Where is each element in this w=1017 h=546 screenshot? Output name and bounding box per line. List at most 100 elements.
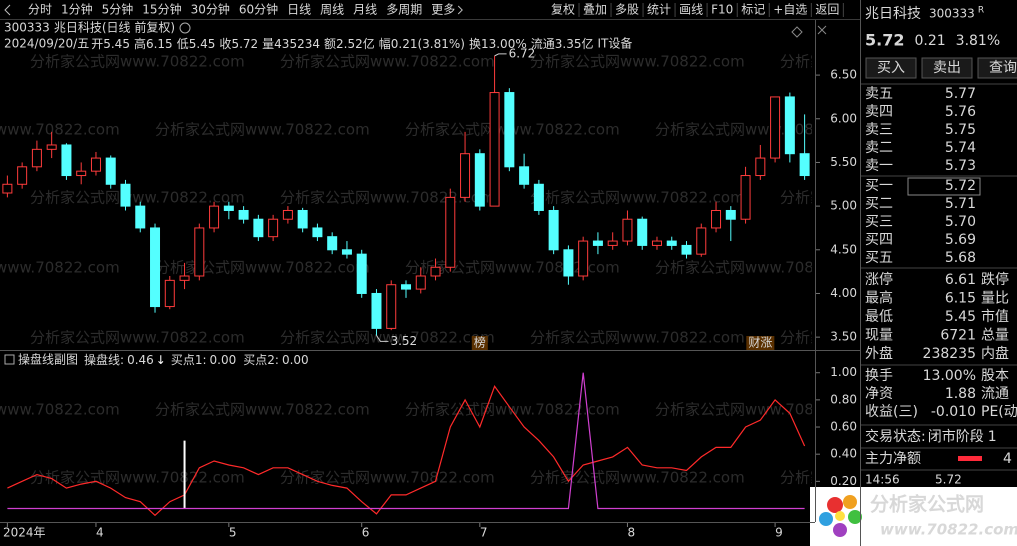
candle-body	[548, 209, 559, 251]
candle-body	[76, 170, 87, 177]
period-tab[interactable]: 多周期	[386, 3, 422, 17]
trade-button-label[interactable]: 买入	[877, 60, 905, 76]
flow-label: 主力净额	[865, 451, 921, 467]
info-label: 换	[469, 37, 481, 51]
logo-url: www.70822.com	[880, 521, 1017, 539]
period-tab[interactable]: 15分钟	[142, 2, 181, 17]
more-chevron[interactable]	[457, 5, 463, 15]
period-tab[interactable]: 周线	[320, 3, 344, 17]
x-tick-label: 5	[229, 526, 237, 540]
legend-entry: 操盘线: 0.46 ↓	[84, 352, 166, 367]
period-tab[interactable]: 30分钟	[191, 2, 230, 17]
candle-body	[666, 240, 677, 246]
event-marker[interactable]	[746, 336, 775, 350]
y-tick-label: 6.00	[830, 111, 857, 125]
indicator-icon[interactable]	[4, 354, 15, 365]
status-value: 闭市阶段	[928, 428, 984, 445]
tool-button[interactable]: 画线	[679, 3, 703, 17]
trade-button[interactable]	[921, 57, 973, 79]
candle-body	[90, 157, 101, 172]
tool-button[interactable]: 复权	[551, 3, 575, 17]
annotation-arrow	[376, 335, 389, 342]
stat-label: 最低	[865, 309, 893, 325]
ask-label: 卖二	[865, 140, 893, 156]
candle-body	[474, 153, 485, 207]
ask-label: 卖一	[865, 158, 893, 174]
info-item: 收5.72	[219, 37, 258, 51]
watermark: 分析家公式网www.70822.com	[655, 259, 870, 277]
flow-bar	[958, 456, 982, 461]
watermark: 分析家公式网www.70822.com	[0, 259, 120, 277]
info-label: 量	[262, 37, 274, 51]
bid-label: 买一	[865, 178, 893, 194]
stock-code: 300333	[4, 21, 50, 35]
candle-body	[179, 275, 190, 281]
candle-body	[711, 209, 722, 229]
period-tab[interactable]: 60分钟	[239, 2, 278, 17]
candle-body	[61, 144, 72, 177]
period-tab[interactable]: 1分钟	[61, 2, 93, 17]
watermark: 分析家公式网www.70822.com	[405, 401, 620, 419]
period-tab[interactable]: 分时	[28, 3, 52, 17]
close-icon[interactable]	[817, 25, 827, 35]
candle-body	[401, 284, 411, 290]
watermark: 分析家公式网www.70822.com	[155, 259, 370, 277]
tick-price: 5.72	[935, 473, 962, 487]
tool-button[interactable]: 标记	[741, 3, 765, 17]
tool-button[interactable]: 多股	[615, 3, 639, 17]
period-tab[interactable]: 5分钟	[102, 2, 134, 17]
period-tab[interactable]: 月线	[353, 3, 377, 17]
candle-body	[223, 205, 234, 211]
period-tab[interactable]: 日线	[287, 3, 311, 17]
watermark: 分析家公式网www.70822.com	[780, 53, 995, 71]
trade-button[interactable]	[977, 57, 1017, 79]
event-marker[interactable]	[471, 336, 488, 350]
trade-button-label[interactable]: 卖出	[933, 60, 961, 76]
info-item: 换13.00%	[469, 37, 527, 51]
watermark: 分析家公式网www.70822.com	[155, 401, 370, 419]
info-item: 量435234	[262, 37, 320, 51]
candle-body	[46, 144, 57, 150]
info-value: 5.45	[189, 37, 216, 51]
tool-button[interactable]: F10	[711, 3, 733, 17]
stock-mode: (日线 前复权)	[102, 20, 175, 35]
stat2-label: 收益(三)	[865, 404, 918, 420]
tool-button[interactable]: +自选	[773, 3, 807, 17]
watermark: 分析家公式网www.70822.com	[530, 189, 745, 207]
stat2-value: -0.010	[931, 404, 976, 420]
candle-body	[238, 209, 249, 220]
candle-body	[194, 227, 205, 277]
bid-label: 买四	[865, 232, 893, 248]
candle-body	[327, 236, 338, 251]
stat-value: 6.15	[945, 291, 976, 307]
watermark: 分析家公式网www.70822.com	[30, 189, 245, 207]
y-tick-label: 0.60	[830, 420, 857, 434]
bid-highlight	[907, 177, 981, 196]
indicator-line	[7, 372, 805, 510]
legend-value: 0.00	[282, 353, 309, 367]
diamond-icon[interactable]	[791, 26, 803, 38]
trade-button-label[interactable]: 查询	[989, 60, 1017, 76]
tool-button[interactable]: 返回	[815, 3, 839, 17]
tool-button[interactable]: 叠加	[583, 3, 607, 17]
info-item: 开5.45	[91, 37, 130, 51]
back-icon[interactable]	[4, 4, 11, 16]
watermark: 分析家公式网www.70822.com	[280, 329, 495, 347]
candle-body	[740, 175, 751, 220]
candle-body	[799, 153, 810, 177]
event-marker-label: 榜	[474, 335, 486, 350]
logo-petal	[833, 523, 847, 537]
period-tab[interactable]: 更多	[431, 3, 455, 17]
stat-next-label: 市值	[981, 308, 1009, 325]
watermark: 分析家公式网www.70822.com	[530, 53, 745, 71]
trade-button[interactable]	[865, 57, 917, 79]
tool-button[interactable]: 统计	[647, 3, 671, 17]
info-value: 5.72	[231, 37, 258, 51]
x-tick-label: 9	[775, 526, 783, 540]
y-tick-label: 5.50	[830, 155, 857, 169]
legend-trend: ↓	[156, 353, 166, 367]
logo-petal	[843, 495, 857, 509]
stat2-value: 1.88	[945, 386, 976, 402]
settings-icon[interactable]	[179, 22, 191, 34]
info-label: 高	[134, 36, 146, 51]
